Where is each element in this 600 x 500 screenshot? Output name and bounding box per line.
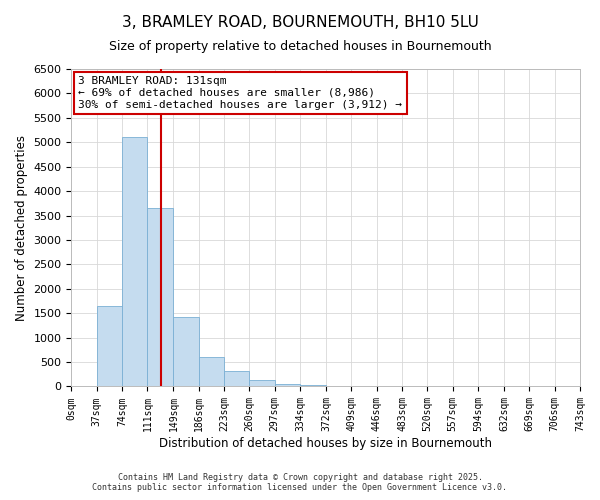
Y-axis label: Number of detached properties: Number of detached properties [15,134,28,320]
Bar [148,208,173,386]
Bar [250,380,275,386]
Text: Contains HM Land Registry data © Crown copyright and database right 2025.
Contai: Contains HM Land Registry data © Crown c… [92,473,508,492]
Bar [173,316,199,386]
Bar [97,306,122,386]
X-axis label: Distribution of detached houses by size in Bournemouth: Distribution of detached houses by size … [159,437,492,450]
Text: 3 BRAMLEY ROAD: 131sqm
← 69% of detached houses are smaller (8,986)
30% of semi-: 3 BRAMLEY ROAD: 131sqm ← 69% of detached… [78,76,402,110]
Text: Size of property relative to detached houses in Bournemouth: Size of property relative to detached ho… [109,40,491,53]
Bar [224,372,250,386]
Bar [122,138,148,386]
Bar [275,384,300,386]
Bar [199,356,224,386]
Text: 3, BRAMLEY ROAD, BOURNEMOUTH, BH10 5LU: 3, BRAMLEY ROAD, BOURNEMOUTH, BH10 5LU [122,15,478,30]
